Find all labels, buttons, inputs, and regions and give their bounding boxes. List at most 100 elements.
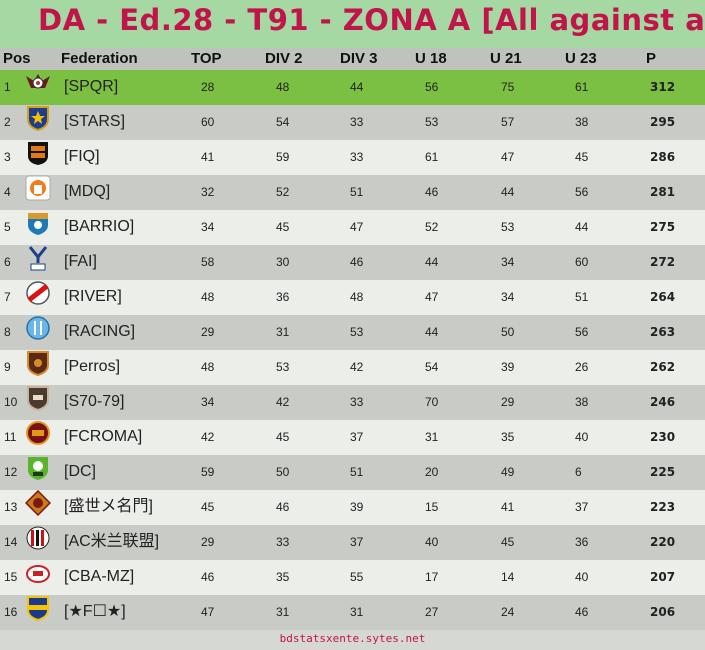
header-pos: Pos <box>3 50 31 67</box>
barrio-logo-icon <box>25 210 51 236</box>
row-u18: 53 <box>425 115 439 129</box>
row-top: 48 <box>201 360 215 374</box>
row-pos: 4 <box>4 185 11 199</box>
perros-logo-icon <box>25 350 51 376</box>
spqr-logo-icon <box>25 70 51 96</box>
row-pos: 2 <box>4 115 11 129</box>
row-top: 48 <box>201 290 215 304</box>
row-div2: 35 <box>276 570 290 584</box>
row-pos: 1 <box>4 80 11 94</box>
row-top: 45 <box>201 500 215 514</box>
row-pos: 3 <box>4 150 11 164</box>
row-u21: 41 <box>501 500 515 514</box>
header-div3: DIV 3 <box>340 50 378 67</box>
header-u21: U 21 <box>490 50 522 67</box>
row-points: 275 <box>650 220 676 234</box>
row-u21: 50 <box>501 325 515 339</box>
row-div3: 46 <box>350 255 364 269</box>
row-div3: 39 <box>350 500 364 514</box>
row-u18: 54 <box>425 360 439 374</box>
row-div2: 48 <box>276 80 290 94</box>
row-div3: 47 <box>350 220 364 234</box>
fcroma-logo-icon <box>25 420 51 446</box>
table-row: 14 [AC米兰联盟] 29 33 37 40 45 36 220 <box>0 525 705 560</box>
row-u23: 37 <box>575 500 589 514</box>
river-logo-icon <box>25 280 51 306</box>
row-div3: 55 <box>350 570 364 584</box>
row-federation: [S70-79] <box>64 393 125 410</box>
row-div3: 48 <box>350 290 364 304</box>
row-div3: 51 <box>350 185 364 199</box>
row-u18: 15 <box>425 500 439 514</box>
row-pos: 8 <box>4 325 11 339</box>
header-u18: U 18 <box>415 50 447 67</box>
row-u21: 44 <box>501 185 515 199</box>
row-points: 263 <box>650 325 676 339</box>
table-header: Pos Federation TOP DIV 2 DIV 3 U 18 U 21… <box>0 48 705 70</box>
row-div3: 37 <box>350 535 364 549</box>
row-div3: 33 <box>350 150 364 164</box>
header-u23: U 23 <box>565 50 597 67</box>
row-u18: 52 <box>425 220 439 234</box>
row-points: 206 <box>650 605 676 619</box>
row-div3: 31 <box>350 605 364 619</box>
row-points: 286 <box>650 150 676 164</box>
row-federation: [Perros] <box>64 358 121 375</box>
row-top: 58 <box>201 255 215 269</box>
cba-mz-logo-icon <box>25 560 51 586</box>
row-div2: 53 <box>276 360 290 374</box>
row-u23: 40 <box>575 570 589 584</box>
stars-logo-icon <box>25 105 51 131</box>
row-div2: 46 <box>276 500 290 514</box>
row-top: 29 <box>201 535 215 549</box>
row-federation: [RIVER] <box>64 288 122 305</box>
row-div3: 42 <box>350 360 364 374</box>
row-u21: 39 <box>501 360 515 374</box>
row-u18: 70 <box>425 395 439 409</box>
row-u23: 26 <box>575 360 589 374</box>
row-u21: 53 <box>501 220 515 234</box>
row-points: 262 <box>650 360 676 374</box>
row-u18: 44 <box>425 255 439 269</box>
table-row: 12 [DC] 59 50 51 20 49 6 225 <box>0 455 705 490</box>
row-div3: 51 <box>350 465 364 479</box>
row-pos: 11 <box>4 430 17 444</box>
boca-logo-icon <box>25 595 51 621</box>
row-federation: [STARS] <box>64 113 126 130</box>
row-top: 29 <box>201 325 215 339</box>
row-points: 223 <box>650 500 676 514</box>
row-div3: 44 <box>350 80 364 94</box>
row-top: 34 <box>201 395 215 409</box>
header-federation: Federation <box>61 50 138 67</box>
row-federation: [盛世メ名門] <box>64 498 153 515</box>
row-points: 295 <box>650 115 676 129</box>
row-u23: 45 <box>575 150 589 164</box>
row-u23: 44 <box>575 220 589 234</box>
row-points: 225 <box>650 465 676 479</box>
fai-logo-icon <box>25 245 51 271</box>
row-div3: 33 <box>350 395 364 409</box>
row-points: 312 <box>650 80 676 94</box>
row-u23: 51 <box>575 290 589 304</box>
row-pos: 12 <box>4 465 18 479</box>
header-p: P <box>646 50 657 67</box>
row-top: 46 <box>201 570 215 584</box>
row-u18: 47 <box>425 290 439 304</box>
row-div2: 45 <box>276 430 290 444</box>
row-u23: 56 <box>575 325 589 339</box>
row-u21: 34 <box>501 255 515 269</box>
row-top: 41 <box>201 150 215 164</box>
row-u23: 36 <box>575 535 589 549</box>
row-top: 42 <box>201 430 215 444</box>
row-federation: [SPQR] <box>64 78 119 95</box>
table-row: 9 [Perros] 48 53 42 54 39 26 262 <box>0 350 705 385</box>
fiq-logo-icon <box>25 140 51 166</box>
row-u18: 20 <box>425 465 439 479</box>
row-u23: 60 <box>575 255 589 269</box>
header-top: TOP <box>191 50 222 67</box>
row-federation: [RACING] <box>64 323 136 340</box>
table-row: 6 [FAI] 58 30 46 44 34 60 272 <box>0 245 705 280</box>
row-points: 272 <box>650 255 676 269</box>
row-div2: 59 <box>276 150 290 164</box>
table-row: 15 [CBA-MZ] 46 35 55 17 14 40 207 <box>0 560 705 595</box>
